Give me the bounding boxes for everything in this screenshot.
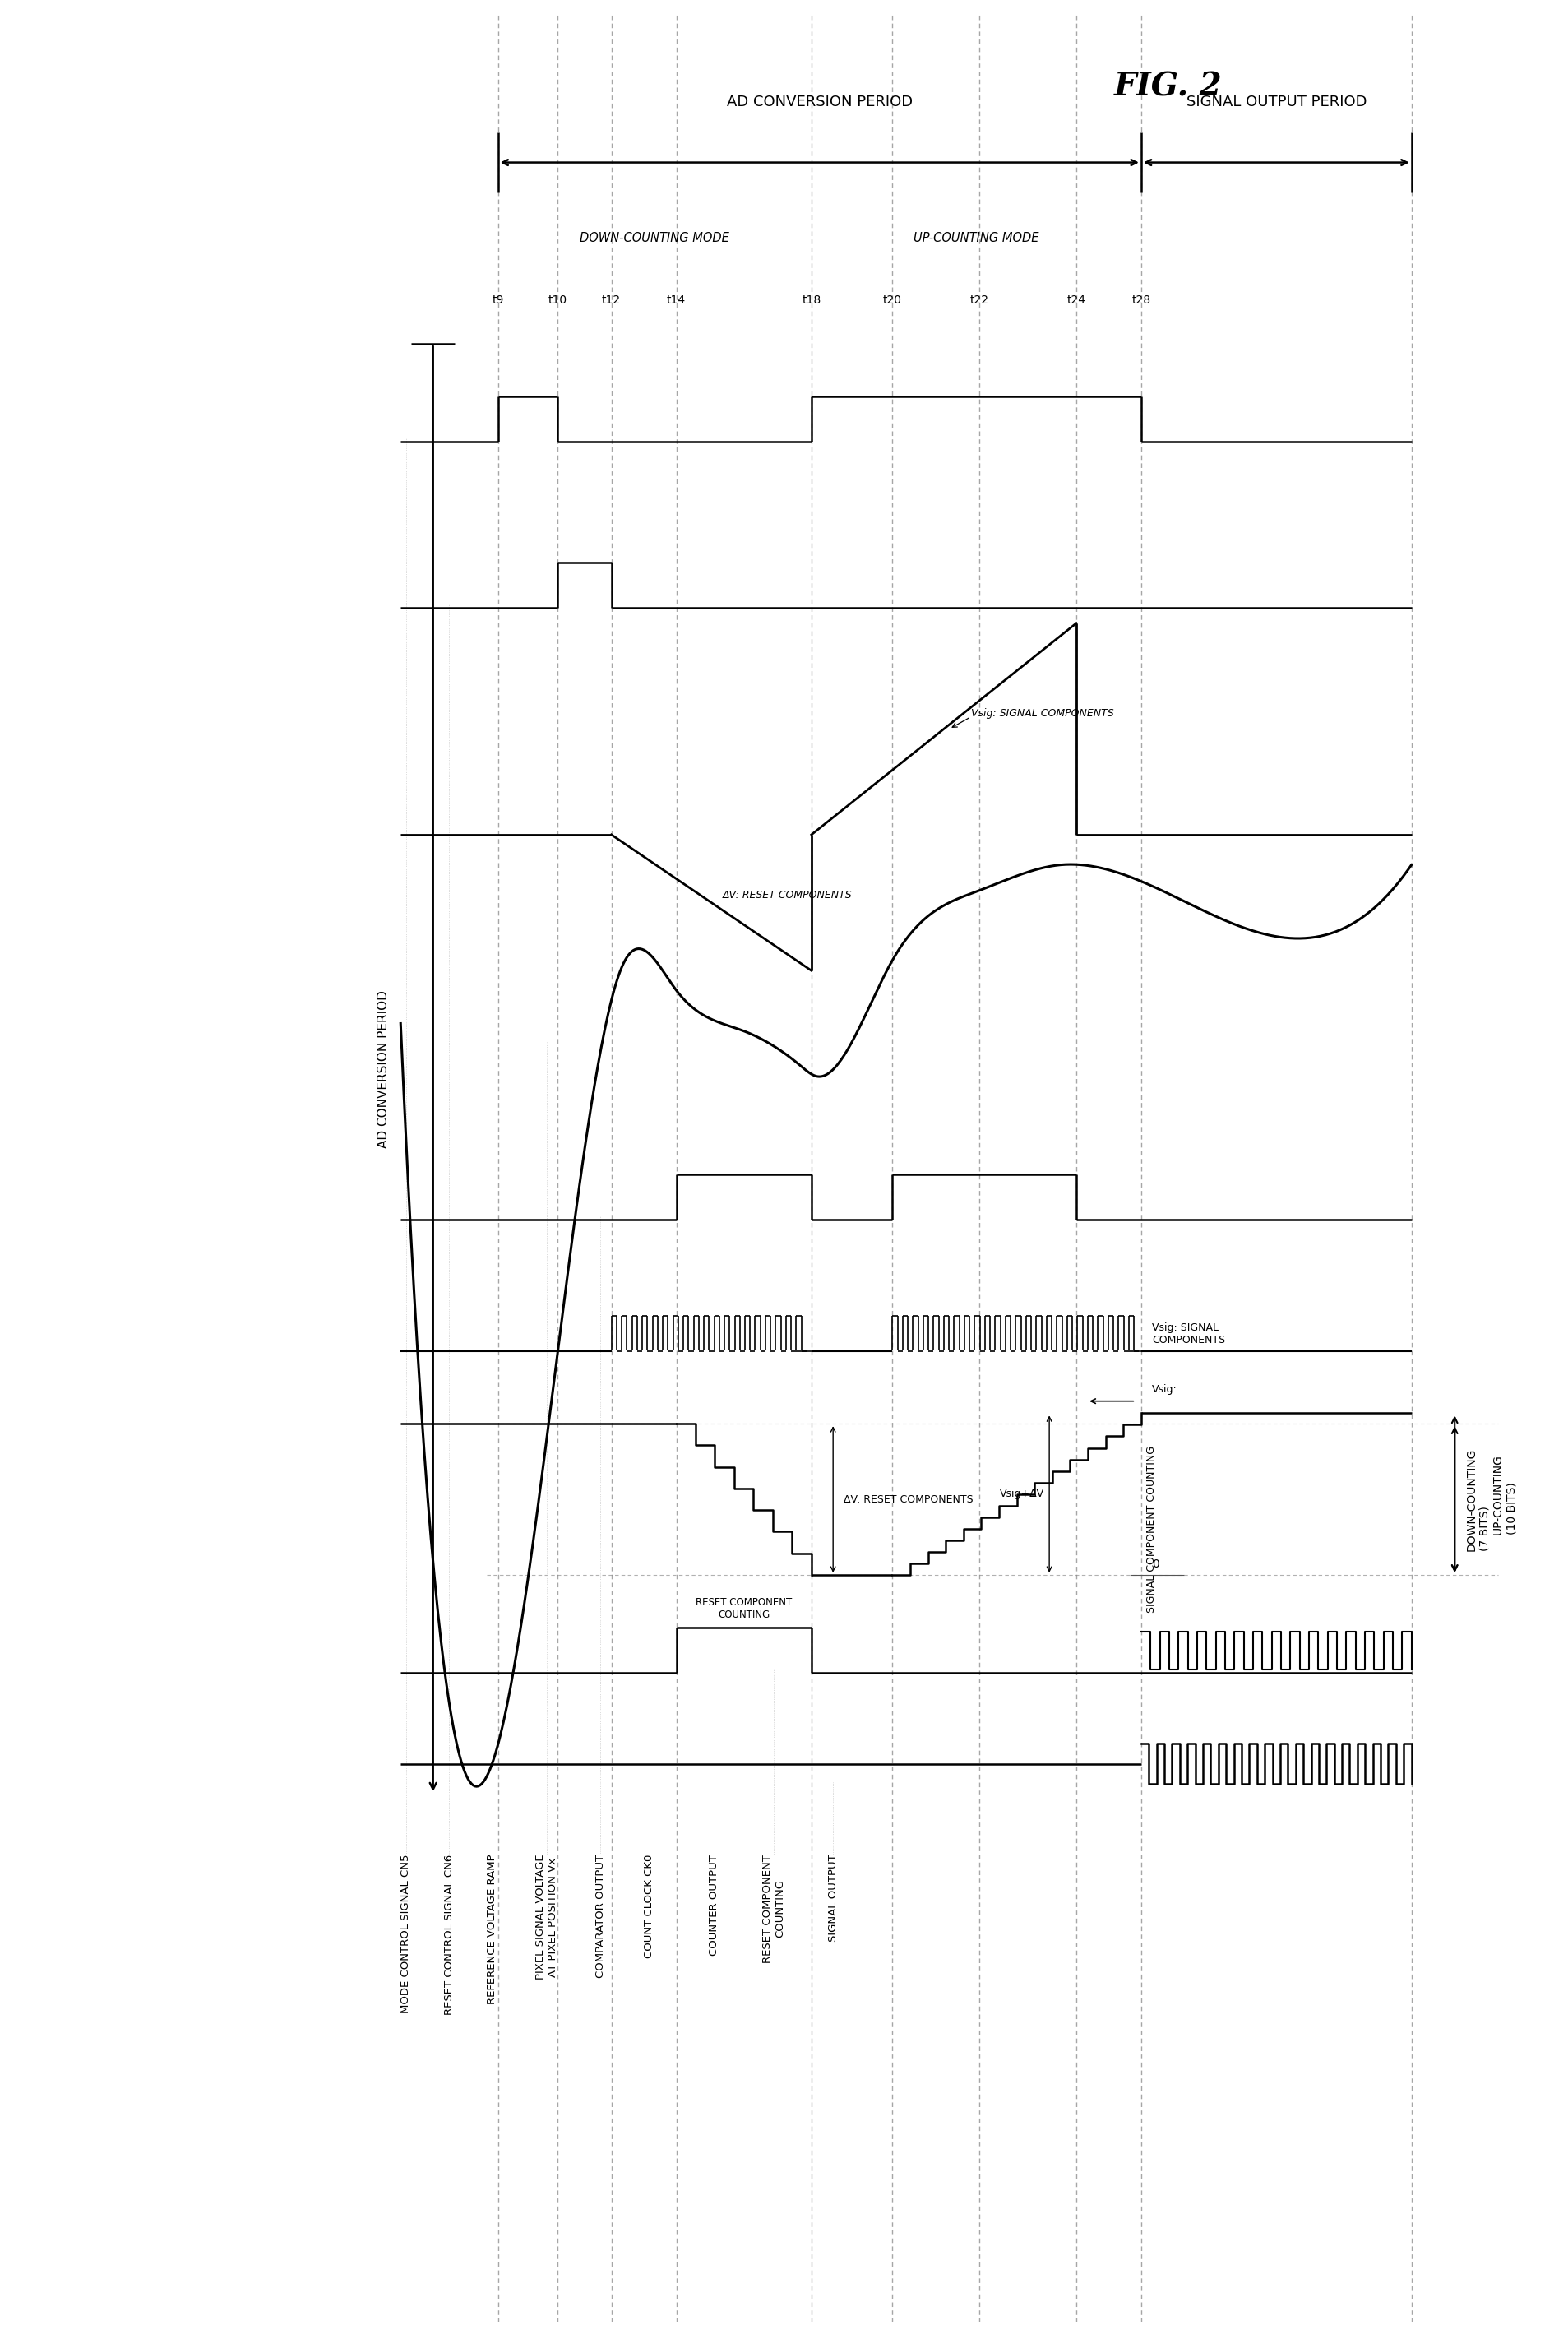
Text: SIGNAL OUTPUT: SIGNAL OUTPUT [828, 1853, 837, 1942]
Text: REFERENCE VOLTAGE RAMP: REFERENCE VOLTAGE RAMP [488, 1853, 497, 2005]
Text: SIGNAL COMPONENT COUNTING: SIGNAL COMPONENT COUNTING [1146, 1445, 1157, 1613]
Text: COUNTER OUTPUT: COUNTER OUTPUT [709, 1853, 720, 1956]
Text: ΔV: RESET COMPONENTS: ΔV: RESET COMPONENTS [844, 1494, 974, 1505]
Text: t9: t9 [492, 294, 503, 306]
Text: Vsig+ΔV: Vsig+ΔV [999, 1489, 1043, 1498]
Text: Vsig:: Vsig: [1151, 1384, 1176, 1396]
Text: AD CONVERSION PERIOD: AD CONVERSION PERIOD [378, 990, 389, 1148]
Text: COUNT CLOCK CK0: COUNT CLOCK CK0 [643, 1853, 654, 1958]
Text: t20: t20 [883, 294, 902, 306]
Text: RESET COMPONENT
COUNTING: RESET COMPONENT COUNTING [762, 1853, 784, 1963]
Text: UP-COUNTING
(10 BITS): UP-COUNTING (10 BITS) [1491, 1454, 1516, 1533]
Text: PIXEL SIGNAL VOLTAGE
AT PIXEL POSITION Vx: PIXEL SIGNAL VOLTAGE AT PIXEL POSITION V… [535, 1853, 558, 1979]
Text: UP-COUNTING MODE: UP-COUNTING MODE [913, 231, 1038, 245]
Text: Vsig: SIGNAL
COMPONENTS: Vsig: SIGNAL COMPONENTS [1151, 1323, 1225, 1344]
Text: DOWN-COUNTING
(7 BITS): DOWN-COUNTING (7 BITS) [1465, 1447, 1490, 1550]
Text: Vsig: SIGNAL COMPONENTS: Vsig: SIGNAL COMPONENTS [971, 710, 1113, 719]
Text: t22: t22 [969, 294, 988, 306]
Text: t24: t24 [1066, 294, 1085, 306]
Text: RESET CONTROL SIGNAL CN6: RESET CONTROL SIGNAL CN6 [444, 1853, 455, 2014]
Text: MODE CONTROL SIGNAL CN5: MODE CONTROL SIGNAL CN5 [400, 1853, 411, 2014]
Text: AD CONVERSION PERIOD: AD CONVERSION PERIOD [726, 96, 913, 110]
Text: DOWN-COUNTING MODE: DOWN-COUNTING MODE [580, 231, 729, 245]
Text: FIG. 2: FIG. 2 [1113, 72, 1221, 103]
Text: t28: t28 [1131, 294, 1149, 306]
Text: RESET COMPONENT
COUNTING: RESET COMPONENT COUNTING [695, 1596, 792, 1620]
Text: ΔV: RESET COMPONENTS: ΔV: RESET COMPONENTS [721, 889, 851, 901]
Text: 0: 0 [1151, 1559, 1159, 1571]
Text: t12: t12 [602, 294, 621, 306]
Text: t14: t14 [666, 294, 685, 306]
Text: t10: t10 [547, 294, 566, 306]
Text: SIGNAL OUTPUT PERIOD: SIGNAL OUTPUT PERIOD [1185, 96, 1366, 110]
Text: COMPARATOR OUTPUT: COMPARATOR OUTPUT [594, 1853, 605, 1977]
Text: t18: t18 [801, 294, 820, 306]
